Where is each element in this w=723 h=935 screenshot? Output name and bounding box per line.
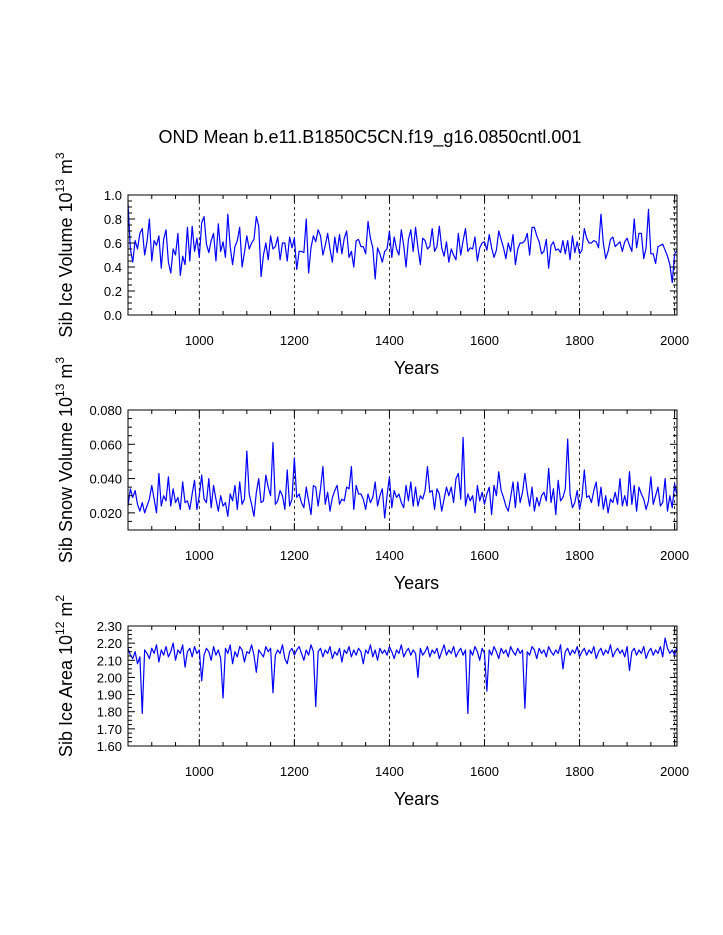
snow-volume-panel: 1000 1200 1400 1600 1800 2000 0.020 0.040 0.060 0… bbox=[53, 357, 689, 593]
ice-volume-ytick-label: 0.6 bbox=[104, 236, 122, 251]
ice-volume-xtick-label: 1200 bbox=[280, 333, 309, 348]
ice-volume-panel: 1000 1200 1400 1600 1800 2000 0.0 0.2 0.4 0.6 0.8 1… bbox=[53, 152, 689, 378]
ice-area-ylabel-prefix: Sib Ice Area 10 bbox=[56, 635, 76, 757]
snow-volume-ylabel-exp: 13 bbox=[53, 383, 67, 397]
snow-volume-xtick-label: 1000 bbox=[185, 548, 214, 563]
ice-area-ylabel-unit: m bbox=[56, 602, 76, 622]
ice-area-ytick-label: 1.70 bbox=[97, 722, 122, 737]
ice-volume-ytick-label: 0.2 bbox=[104, 284, 122, 299]
snow-volume-xtick-label: 1400 bbox=[375, 548, 404, 563]
snow-volume-ytick-label: 0.080 bbox=[89, 403, 122, 418]
ice-volume-ytick-label: 0.8 bbox=[104, 212, 122, 227]
ice-volume-series-line bbox=[127, 203, 678, 284]
ice-volume-xtick-label: 1800 bbox=[565, 333, 594, 348]
ice-volume-ytick-label: 0.0 bbox=[104, 308, 122, 323]
snow-volume-ylabel: Sib Snow Volume 1013 m3 bbox=[53, 357, 76, 563]
ice-area-ytick-label: 2.20 bbox=[97, 636, 122, 651]
ice-volume-xtick-label: 2000 bbox=[660, 333, 689, 348]
snow-volume-ylabel-unit_exp: 3 bbox=[53, 357, 67, 364]
snow-volume-ytick-label: 0.020 bbox=[89, 506, 122, 521]
snow-volume-xlabel: Years bbox=[394, 573, 439, 593]
ice-area-xlabel: Years bbox=[394, 789, 439, 809]
snow-volume-xtick-label: 1600 bbox=[470, 548, 499, 563]
ice-area-ylabel-unit_exp: 2 bbox=[53, 595, 67, 602]
ice-volume-ylabel-prefix: Sib Ice Volume 10 bbox=[56, 192, 76, 337]
snow-volume-ytick-label: 0.060 bbox=[89, 437, 122, 452]
ice-area-xtick-label: 1200 bbox=[280, 764, 309, 779]
ice-area-ytick-label: 2.10 bbox=[97, 653, 122, 668]
ice-area-ylabel: Sib Ice Area 1012 m2 bbox=[53, 595, 76, 757]
ice-area-panel: 1000 1200 1400 1600 1800 2000 1.60 1.70 1.80 1.90… bbox=[53, 595, 689, 809]
ice-volume-ylabel-exp: 13 bbox=[53, 179, 67, 193]
snow-volume-xtick-label: 1800 bbox=[565, 548, 594, 563]
snow-volume-series-line bbox=[127, 436, 678, 519]
ice-area-xtick-label: 1600 bbox=[470, 764, 499, 779]
ice-volume-xlabel: Years bbox=[394, 358, 439, 378]
figure-title: OND Mean b.e11.B1850C5CN.f19_g16.0850cnt… bbox=[159, 127, 582, 148]
snow-volume-ytick-label: 0.040 bbox=[89, 472, 122, 487]
ice-area-ytick-label: 1.80 bbox=[97, 705, 122, 720]
ice-area-ytick-label: 1.90 bbox=[97, 688, 122, 703]
ice-volume-xtick-label: 1400 bbox=[375, 333, 404, 348]
ice-volume-xtick-label: 1600 bbox=[470, 333, 499, 348]
ice-volume-ylabel-unit_exp: 3 bbox=[53, 152, 67, 159]
ice-volume-xtick-label: 1000 bbox=[185, 333, 214, 348]
ice-area-xtick-label: 1800 bbox=[565, 764, 594, 779]
snow-volume-xtick-label: 1200 bbox=[280, 548, 309, 563]
ice-area-xtick-label: 1400 bbox=[375, 764, 404, 779]
ice-area-series-line bbox=[127, 637, 678, 715]
ice-area-xtick-label: 2000 bbox=[660, 764, 689, 779]
ice-volume-ytick-label: 0.4 bbox=[104, 260, 122, 275]
snow-volume-xtick-label: 2000 bbox=[660, 548, 689, 563]
ice-volume-ylabel: Sib Ice Volume 1013 m3 bbox=[53, 152, 76, 337]
ice-area-ytick-label: 1.60 bbox=[97, 739, 122, 754]
ice-area-ylabel-exp: 12 bbox=[53, 621, 67, 635]
ice-volume-ytick-label: 1.0 bbox=[104, 188, 122, 203]
ice-area-ytick-label: 2.30 bbox=[97, 619, 122, 634]
snow-volume-ylabel-prefix: Sib Snow Volume 10 bbox=[56, 397, 76, 563]
ice-volume-ylabel-unit: m bbox=[56, 159, 76, 179]
snow-volume-ylabel-unit: m bbox=[56, 364, 76, 384]
ice-area-xtick-label: 1000 bbox=[185, 764, 214, 779]
ice-area-ytick-label: 2.00 bbox=[97, 670, 122, 685]
